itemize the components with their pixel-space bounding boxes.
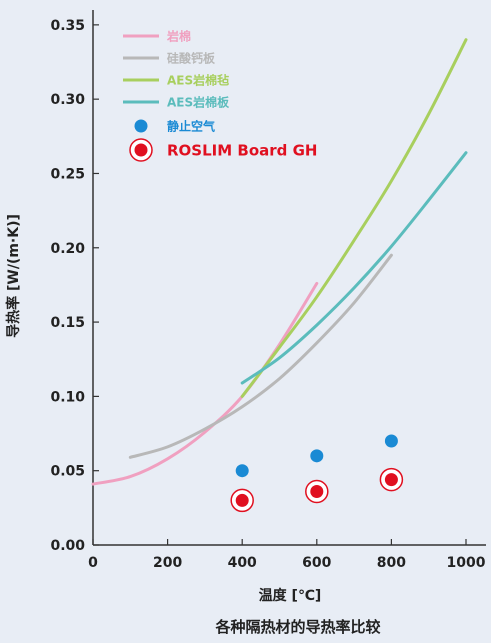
chart-caption: 各种隔热材的导热率比较 — [214, 618, 380, 636]
x-tick-label: 1000 — [447, 555, 486, 571]
legend-swatch-5 — [134, 143, 148, 157]
x-tick-label: 800 — [377, 555, 406, 571]
series-5-point — [235, 493, 249, 507]
y-tick-label: 0.10 — [50, 389, 85, 405]
series-0-line — [91, 281, 319, 486]
y-tick-label: 0.15 — [50, 315, 85, 331]
x-axis-label: 温度 [℃] — [259, 587, 322, 604]
plot-area: 0.00 0.05 0.10 0.15 0.20 0.25 0.30 0.35 0 200 400 6… — [50, 10, 486, 571]
series-4-point — [235, 464, 249, 478]
legend-label-4: 静止空气 — [167, 119, 215, 134]
legend-label-1: 硅酸钙板 — [167, 51, 216, 66]
legend-swatch-4 — [134, 119, 148, 133]
y-tick-label: 0.30 — [50, 92, 85, 108]
series-4-point — [310, 449, 324, 463]
x-tick-label: 400 — [228, 555, 257, 571]
x-tick-label: 0 — [88, 555, 98, 571]
y-tick-label: 0.05 — [50, 464, 85, 480]
series-4-point — [384, 434, 398, 448]
series-5-point — [384, 473, 398, 487]
y-tick-label: 0.00 — [50, 538, 85, 554]
legend-label-3: AES岩棉板 — [167, 95, 230, 110]
y-tick-label: 0.25 — [50, 166, 85, 182]
y-tick-label: 0.35 — [50, 18, 85, 34]
y-axis-label: 导热率 [W/(m·K)] — [5, 214, 22, 338]
series-5-point — [310, 485, 324, 498]
series-1-line — [128, 253, 393, 459]
legend-label-0: 岩棉 — [166, 29, 191, 44]
series-2-line — [240, 38, 468, 398]
legend-label-2: AES岩棉毡 — [167, 73, 229, 88]
series-3-line — [240, 151, 468, 385]
y-tick-label: 0.20 — [50, 241, 85, 257]
legend-label-5: ROSLIM Board GH — [167, 142, 317, 160]
x-tick-label: 600 — [302, 555, 331, 571]
x-tick-label: 200 — [153, 555, 182, 571]
